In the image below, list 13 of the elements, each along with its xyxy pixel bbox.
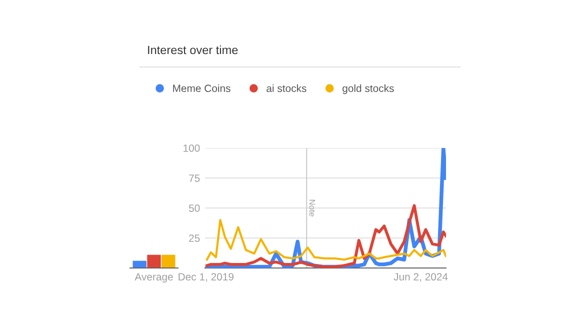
- y-tick-label: 100: [184, 144, 200, 152]
- y-tick-label: 75: [189, 174, 200, 182]
- legend-label: ai stocks: [266, 84, 306, 92]
- chart-title: Interest over time: [148, 46, 238, 54]
- line-series: [206, 218, 446, 261]
- x-tick-label: Average: [134, 273, 173, 283]
- x-tick-label: Jun 2, 2024: [394, 273, 448, 282]
- y-tick-label: 50: [188, 204, 200, 212]
- x-tick-label: Dec 1, 2019: [178, 273, 234, 282]
- legend-label: gold stocks: [342, 84, 394, 94]
- y-tick-label: 25: [189, 234, 200, 242]
- ref-line-label: Note: [309, 200, 316, 216]
- legend-label: Meme Coins: [173, 84, 230, 92]
